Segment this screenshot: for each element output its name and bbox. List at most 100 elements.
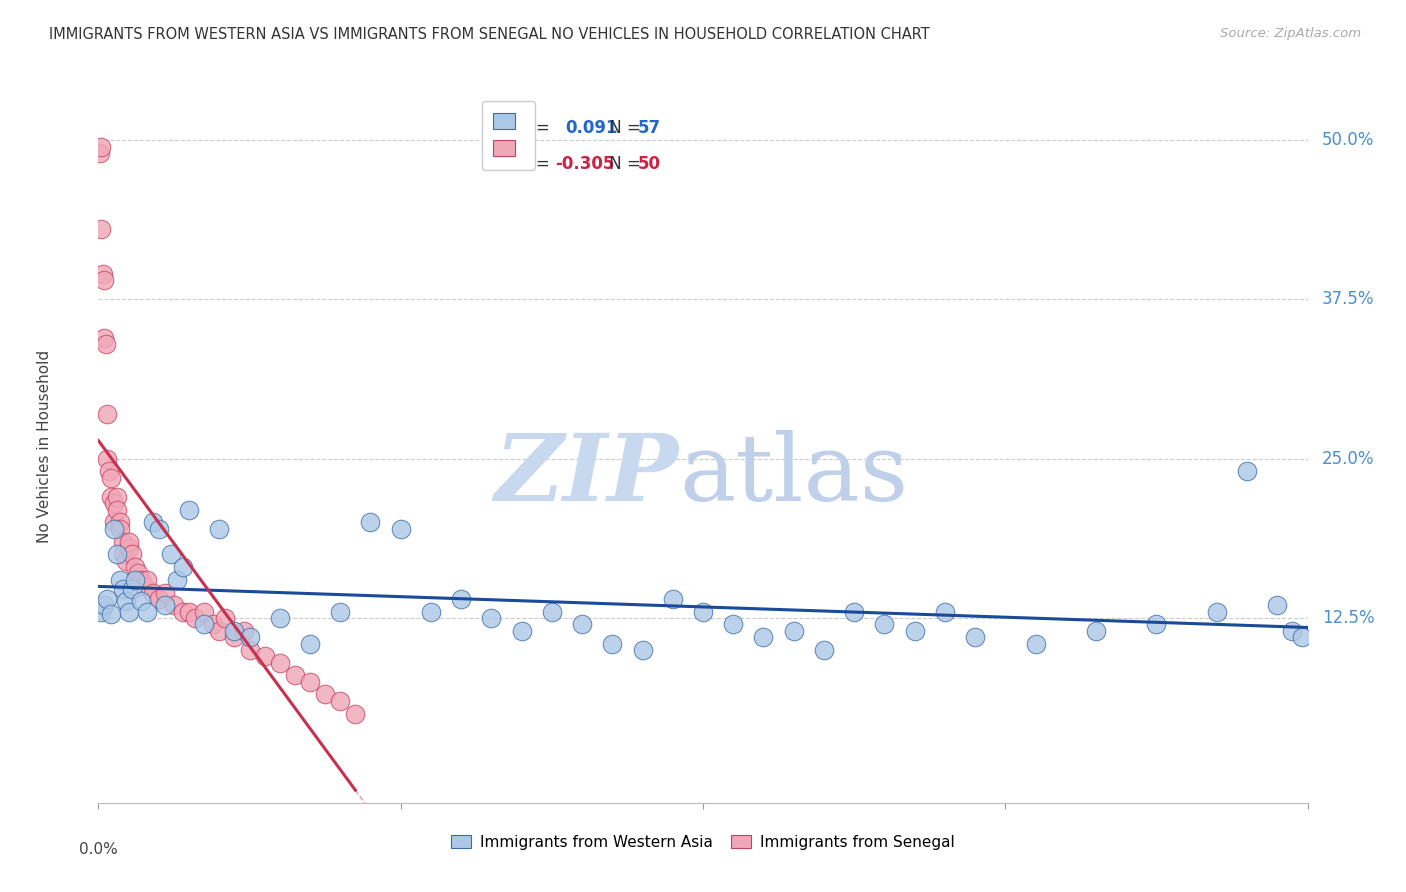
Point xyxy=(269,656,291,670)
Point xyxy=(114,594,136,608)
Point xyxy=(1236,465,1258,479)
Point xyxy=(90,605,112,619)
Point xyxy=(540,605,562,619)
Point xyxy=(239,643,262,657)
Text: 50: 50 xyxy=(638,155,661,173)
Point xyxy=(127,566,149,581)
Text: 37.5%: 37.5% xyxy=(1322,291,1375,309)
Point xyxy=(202,617,225,632)
Point xyxy=(661,591,683,606)
Point xyxy=(631,643,654,657)
Point xyxy=(965,630,987,644)
Point xyxy=(314,688,336,702)
Point xyxy=(163,599,186,613)
Text: N =: N = xyxy=(603,120,645,137)
Point xyxy=(135,573,157,587)
Point xyxy=(160,547,183,561)
Text: 50.0%: 50.0% xyxy=(1322,131,1375,149)
Point xyxy=(450,591,472,606)
Legend: Immigrants from Western Asia, Immigrants from Senegal: Immigrants from Western Asia, Immigrants… xyxy=(444,829,962,855)
Point xyxy=(179,605,201,619)
Point xyxy=(208,624,231,638)
Point xyxy=(148,522,170,536)
Text: IMMIGRANTS FROM WESTERN ASIA VS IMMIGRANTS FROM SENEGAL NO VEHICLES IN HOUSEHOLD: IMMIGRANTS FROM WESTERN ASIA VS IMMIGRAN… xyxy=(49,27,929,42)
Point xyxy=(360,516,382,530)
Text: 57: 57 xyxy=(638,120,661,137)
Point xyxy=(153,599,176,613)
Point xyxy=(153,585,176,599)
Text: No Vehicles in Household: No Vehicles in Household xyxy=(37,350,52,542)
Point xyxy=(100,471,122,485)
Point xyxy=(172,605,194,619)
Point xyxy=(389,522,412,536)
Point xyxy=(602,636,624,650)
Point xyxy=(129,573,152,587)
Point xyxy=(121,582,143,596)
Point xyxy=(783,624,806,638)
Point xyxy=(214,611,236,625)
Point xyxy=(96,591,118,606)
Point xyxy=(103,516,125,530)
Point xyxy=(121,547,143,561)
Text: R =: R = xyxy=(519,120,555,137)
Point xyxy=(100,490,122,504)
Point xyxy=(93,599,115,613)
Point xyxy=(329,694,352,708)
Text: ZIP: ZIP xyxy=(495,430,679,519)
Point xyxy=(93,331,115,345)
Point xyxy=(299,636,322,650)
Point xyxy=(111,582,134,596)
Point xyxy=(193,617,215,632)
Point xyxy=(105,547,128,561)
Point xyxy=(103,496,125,510)
Text: 0.0%: 0.0% xyxy=(79,842,118,857)
Point xyxy=(135,605,157,619)
Point xyxy=(105,490,128,504)
Point xyxy=(224,630,246,644)
Point xyxy=(111,547,134,561)
Point xyxy=(90,139,112,153)
Point xyxy=(108,516,131,530)
Point xyxy=(193,605,215,619)
Point xyxy=(142,516,165,530)
Point xyxy=(108,522,131,536)
Text: 25.0%: 25.0% xyxy=(1322,450,1375,467)
Point xyxy=(269,611,291,625)
Point xyxy=(148,591,170,606)
Point xyxy=(510,624,533,638)
Text: Source: ZipAtlas.com: Source: ZipAtlas.com xyxy=(1220,27,1361,40)
Point xyxy=(118,541,141,555)
Point xyxy=(184,611,207,625)
Point xyxy=(1144,617,1167,632)
Point xyxy=(172,560,194,574)
Point xyxy=(844,605,866,619)
Point xyxy=(420,605,443,619)
Point xyxy=(344,706,367,721)
Point xyxy=(94,337,117,351)
Point xyxy=(1291,630,1313,644)
Text: atlas: atlas xyxy=(679,430,908,519)
Point xyxy=(224,624,246,638)
Point xyxy=(179,502,201,516)
Point xyxy=(118,605,141,619)
Point xyxy=(105,502,128,516)
Point xyxy=(93,273,115,287)
Point xyxy=(100,607,122,622)
Point xyxy=(1267,599,1289,613)
Point xyxy=(96,451,118,466)
Point xyxy=(752,630,775,644)
Point xyxy=(208,522,231,536)
Point xyxy=(111,534,134,549)
Point xyxy=(129,594,152,608)
Point xyxy=(1281,624,1303,638)
Point xyxy=(1206,605,1229,619)
Point xyxy=(232,624,254,638)
Point xyxy=(91,267,114,281)
Text: 0.091: 0.091 xyxy=(565,120,617,137)
Text: -0.305: -0.305 xyxy=(555,155,614,173)
Point xyxy=(142,585,165,599)
Point xyxy=(934,605,956,619)
Point xyxy=(571,617,593,632)
Point xyxy=(904,624,927,638)
Point xyxy=(299,674,322,689)
